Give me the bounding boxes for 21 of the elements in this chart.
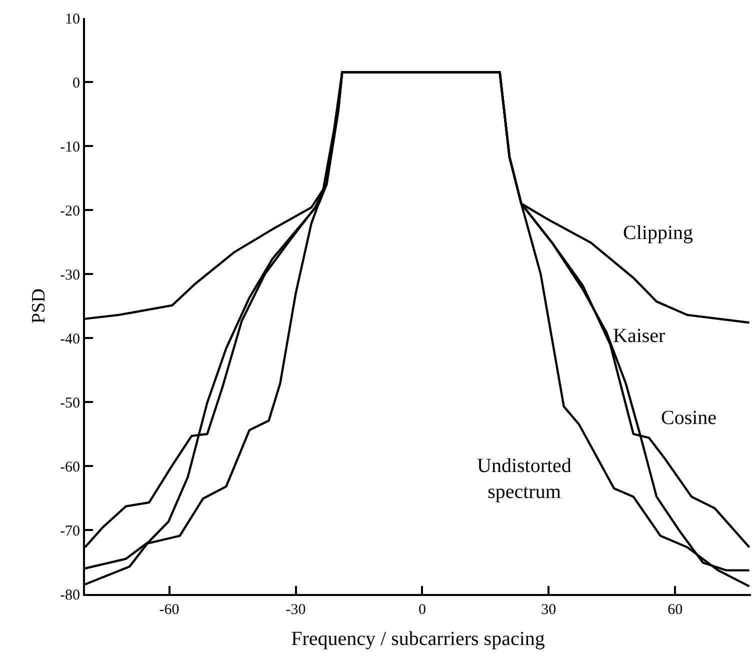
y-tick-label: -20: [60, 203, 80, 220]
y-tick-label: -80: [60, 587, 80, 604]
x-tick-label: 30: [541, 602, 556, 618]
x-axis-title: Frequency / subcarriers spacing: [291, 628, 545, 650]
series-label: Cosine: [661, 407, 717, 429]
y-tick-label: -60: [60, 459, 80, 476]
y-tick-label: -30: [60, 267, 80, 284]
y-axis-title: PSD: [28, 288, 50, 324]
x-tick-label: 60: [668, 602, 683, 618]
x-tick-label: -30: [286, 602, 306, 618]
series-label: Undistorted spectrum: [477, 455, 572, 503]
series-label: Clipping: [623, 222, 694, 244]
x-tick-label: 0: [418, 602, 426, 618]
y-tick-label: -40: [60, 331, 80, 348]
series-label: Kaiser: [613, 325, 666, 347]
y-tick-label: -70: [60, 523, 80, 540]
y-tick-label: 10: [65, 11, 80, 28]
x-tick-label: -60: [159, 602, 180, 618]
y-tick-label: -10: [60, 139, 80, 156]
y-tick-label: -50: [60, 395, 80, 412]
y-tick-label: 0: [72, 75, 80, 92]
